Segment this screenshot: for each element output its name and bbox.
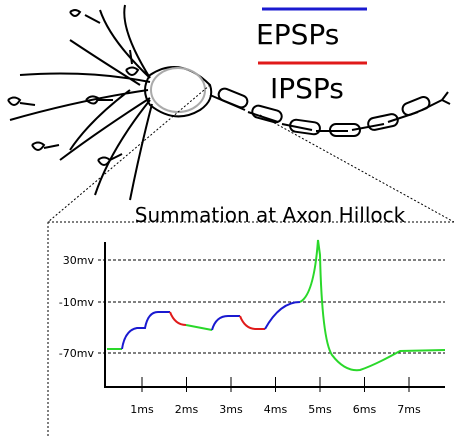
trace [107,239,446,372]
x-label: 4ms [264,403,288,416]
x-label: 7ms [397,403,421,416]
ipsp-label: IPSPs [270,72,344,105]
y-label: 30mv [63,254,95,267]
panel-title: Summation at Axon Hillock [135,203,406,227]
neuron [7,4,451,201]
axes [104,242,445,388]
panel-border [47,221,454,437]
x-label: 5ms [308,403,332,416]
x-label: 3ms [219,403,243,416]
y-label: -10mv [59,296,95,309]
x-label: 1ms [130,403,154,416]
x-label: 6ms [353,403,377,416]
zoom-line [47,84,454,223]
reference-lines [98,259,445,354]
epsp-label: EPSPs [256,18,339,51]
y-label: -70mv [59,347,95,360]
x-label: 2ms [175,403,199,416]
